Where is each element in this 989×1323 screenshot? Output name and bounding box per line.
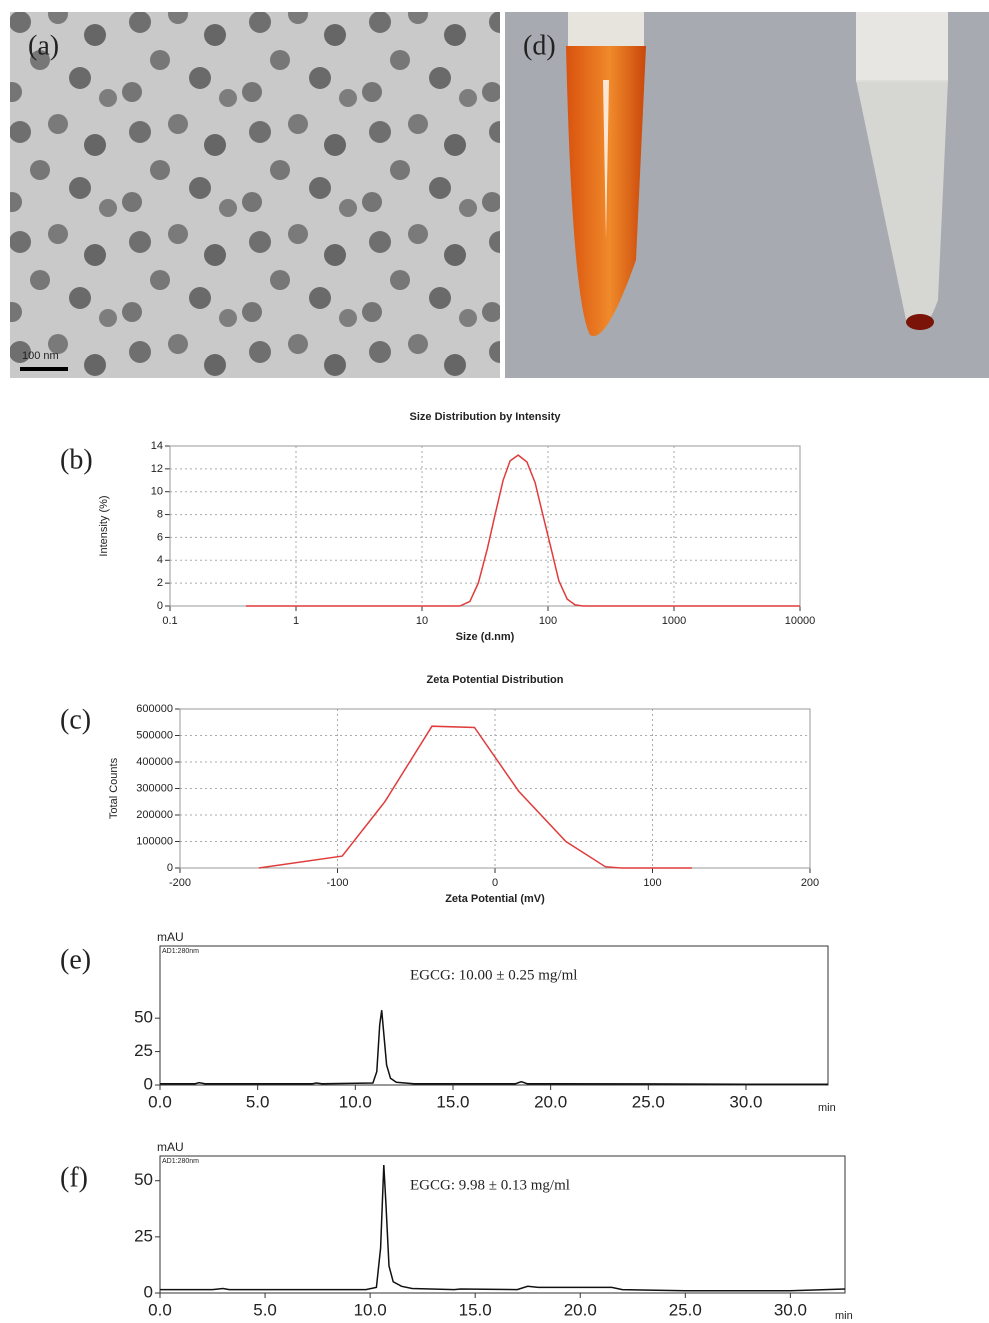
y-axis-label: mAU xyxy=(157,930,184,944)
y-tick-label: 25 xyxy=(134,1226,153,1245)
chart: (c) Zeta Potential Distribution 0 100000 200… xyxy=(60,674,819,905)
y-tick-label: 500000 xyxy=(136,729,173,741)
data-line xyxy=(245,454,800,607)
y-tick-label: 12 xyxy=(151,463,163,475)
data-line xyxy=(160,1010,829,1086)
panel-label: (a) xyxy=(28,30,59,61)
tube-cap xyxy=(856,12,948,82)
y-tick-label: 2 xyxy=(157,577,163,589)
x-tick-label: 30.0 xyxy=(774,1300,807,1319)
x-tick-label: 15.0 xyxy=(436,1092,469,1111)
x-tick-label: 1 xyxy=(293,615,299,627)
x-axis-label: min xyxy=(835,1310,853,1322)
x-tick-label: 10000 xyxy=(785,615,816,627)
panel-label: (e) xyxy=(60,944,91,975)
plot-frame xyxy=(159,945,829,1086)
y-tick-label: 25 xyxy=(134,1041,153,1060)
plot-frame xyxy=(169,445,801,607)
y-axis-label: Intensity (%) xyxy=(98,495,110,556)
x-tick-label: 100 xyxy=(539,615,557,627)
panel-label: (c) xyxy=(60,704,91,735)
y-tick-label: 200000 xyxy=(136,809,173,821)
x-axis-label: Zeta Potential (mV) xyxy=(445,893,545,905)
x-axis-label: Size (d.nm) xyxy=(456,631,515,643)
x-tick-label: 20.0 xyxy=(564,1300,597,1319)
y-tick-label: 4 xyxy=(157,554,163,566)
panel-label: (b) xyxy=(60,444,93,475)
data-line xyxy=(258,725,692,869)
annotation: EGCG: 9.98 ± 0.13 mg/ml xyxy=(410,1177,570,1193)
y-tick-label: 600000 xyxy=(136,703,173,715)
tube-cap xyxy=(568,12,644,48)
y-tick-label: 0 xyxy=(157,600,163,612)
annotation: EGCG: 10.00 ± 0.25 mg/ml xyxy=(410,967,577,983)
x-tick-label: 15.0 xyxy=(459,1300,492,1319)
x-tick-label: 30.0 xyxy=(729,1092,762,1111)
pellet xyxy=(906,314,934,330)
y-tick-label: 50 xyxy=(134,1170,153,1189)
x-tick-label: 200 xyxy=(801,877,819,889)
y-tick-label: 0 xyxy=(144,1074,153,1093)
chart: (b)Size Distribution by Intensity0246810… xyxy=(60,411,815,643)
clear-tube xyxy=(856,80,948,329)
y-tick-label: 0 xyxy=(167,862,173,874)
scale-bar-label: 100 nm xyxy=(22,350,59,362)
detector-label: AD1:280nm xyxy=(162,1158,199,1165)
panel-label: (f) xyxy=(60,1162,88,1193)
chart-title: Zeta Potential Distribution xyxy=(427,674,564,686)
photo: (d) xyxy=(505,12,989,378)
chart: (f) 0 25 50 0.0 5.0 10.0 15.0 20.0 25.0 30.0 mAU AD1… xyxy=(60,1140,853,1322)
x-tick-label: 0.0 xyxy=(148,1092,172,1111)
y-tick-label: 6 xyxy=(157,531,163,543)
x-tick-label: 10 xyxy=(416,615,428,627)
x-axis-label: min xyxy=(818,1102,836,1114)
y-tick-label: 50 xyxy=(134,1008,153,1027)
x-tick-label: 5.0 xyxy=(253,1300,277,1319)
tem-image: (a) 100 nm xyxy=(10,12,500,378)
y-axis-label: Total Counts xyxy=(108,757,120,819)
x-tick-label: 10.0 xyxy=(354,1300,387,1319)
y-tick-label: 14 xyxy=(151,440,163,452)
x-tick-label: 0 xyxy=(492,877,498,889)
x-tick-label: 10.0 xyxy=(339,1092,372,1111)
y-tick-label: 300000 xyxy=(136,782,173,794)
y-tick-label: 100000 xyxy=(136,835,173,847)
x-tick-label: 25.0 xyxy=(669,1300,702,1319)
tube-highlight xyxy=(603,80,609,240)
chart: (e) 0 25 50 0.0 5.0 10.0 15.0 20.0 25.0 30.0 mAU AD1… xyxy=(60,930,836,1114)
data-line xyxy=(160,1164,846,1292)
x-tick-label: 5.0 xyxy=(246,1092,270,1111)
y-tick-label: 10 xyxy=(151,486,163,498)
panel-label: (d) xyxy=(523,30,556,61)
tem-background xyxy=(10,12,500,378)
y-tick-label: 0 xyxy=(144,1282,153,1301)
plot-frame xyxy=(179,708,811,869)
x-tick-label: 0.0 xyxy=(148,1300,172,1319)
x-tick-label: 20.0 xyxy=(534,1092,567,1111)
x-tick-label: 0.1 xyxy=(162,615,177,627)
chart-title: Size Distribution by Intensity xyxy=(410,411,562,423)
y-tick-label: 400000 xyxy=(136,756,173,768)
y-tick-label: 8 xyxy=(157,508,163,520)
y-axis-label: mAU xyxy=(157,1140,184,1154)
x-tick-label: -100 xyxy=(326,877,348,889)
x-tick-label: -200 xyxy=(169,877,191,889)
x-tick-label: 100 xyxy=(643,877,661,889)
x-tick-label: 1000 xyxy=(662,615,686,627)
plot-frame xyxy=(159,1155,846,1294)
detector-label: AD1:280nm xyxy=(162,948,199,955)
x-tick-label: 25.0 xyxy=(632,1092,665,1111)
